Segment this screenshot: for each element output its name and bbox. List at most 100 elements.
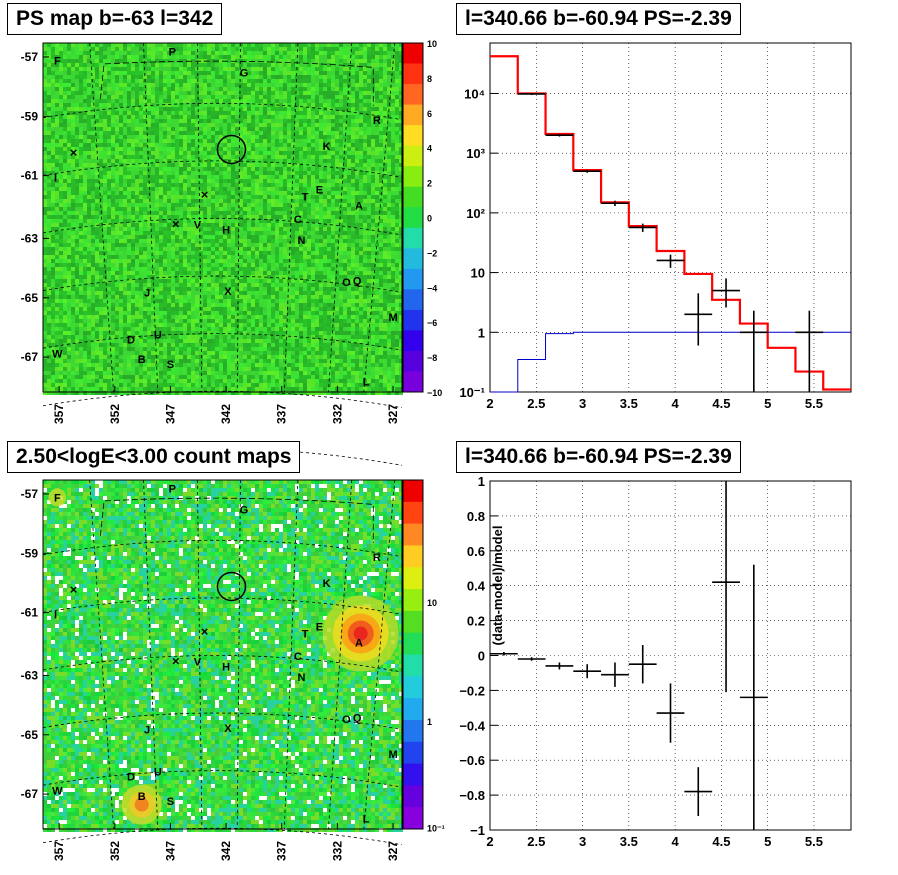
map-pixel: [63, 199, 67, 203]
map-pixel: [131, 91, 135, 95]
map-pixel: [259, 95, 263, 99]
map-pixel: [347, 47, 351, 51]
map-pixel: [155, 71, 159, 75]
map-pixel: [219, 223, 223, 227]
map-pixel: [83, 227, 87, 231]
map-pixel: [315, 127, 319, 131]
map-pixel: [143, 247, 147, 251]
map-pixel: [339, 231, 343, 235]
map-pixel: [159, 147, 163, 151]
map-pixel: [71, 231, 75, 235]
map-pixel: [91, 223, 95, 227]
map-pixel: [187, 123, 191, 127]
map-pixel: [75, 203, 79, 207]
map-pixel: [279, 143, 283, 147]
map-pixel: [67, 83, 71, 87]
map-pixel: [95, 79, 99, 83]
map-pixel: [71, 183, 75, 187]
map-pixel: [71, 203, 75, 207]
map-pixel: [251, 147, 255, 151]
map-pixel: [239, 231, 243, 235]
map-pixel: [47, 59, 51, 63]
map-pixel: [71, 219, 75, 223]
map-pixel: [379, 135, 383, 139]
map-pixel: [379, 251, 383, 255]
map-pixel: [119, 183, 123, 187]
map-pixel: [107, 175, 111, 179]
map-pixel: [359, 115, 363, 119]
map-pixel: [47, 243, 51, 247]
map-pixel: [179, 203, 183, 207]
map-pixel: [327, 259, 331, 263]
map-pixel: [179, 79, 183, 83]
map-pixel: [255, 167, 259, 171]
map-pixel: [151, 259, 155, 263]
map-pixel: [167, 59, 171, 63]
map-pixel: [367, 51, 371, 55]
map-pixel: [243, 55, 247, 59]
map-pixel: [279, 219, 283, 223]
map-pixel: [367, 55, 371, 59]
map-pixel: [211, 131, 215, 135]
map-pixel: [331, 95, 335, 99]
map-pixel: [327, 51, 331, 55]
map-pixel: [223, 91, 227, 95]
map-pixel: [299, 67, 303, 71]
map-pixel: [311, 251, 315, 255]
map-pixel: [355, 207, 359, 211]
map-pixel: [211, 67, 215, 71]
map-pixel: [195, 87, 199, 91]
map-pixel: [103, 95, 107, 99]
map-pixel: [195, 219, 199, 223]
map-pixel: [379, 179, 383, 183]
map-pixel: [103, 79, 107, 83]
map-pixel: [331, 127, 335, 131]
map-pixel: [231, 203, 235, 207]
map-pixel: [115, 235, 119, 239]
map-pixel: [207, 235, 211, 239]
map-pixel: [115, 147, 119, 151]
map-pixel: [255, 103, 259, 107]
map-pixel: [227, 235, 231, 239]
map-pixel: [167, 151, 171, 155]
map-pixel: [311, 127, 315, 131]
map-pixel: [287, 247, 291, 251]
map-pixel: [251, 95, 255, 99]
map-pixel: [263, 95, 267, 99]
map-pixel: [179, 179, 183, 183]
map-pixel: [123, 243, 127, 247]
map-pixel: [319, 163, 323, 167]
map-pixel: [111, 147, 115, 151]
map-pixel: [251, 59, 255, 63]
map-pixel: [319, 87, 323, 91]
map-pixel: [335, 63, 339, 67]
map-pixel: [127, 211, 131, 215]
map-pixel: [399, 91, 403, 95]
map-pixel: [131, 183, 135, 187]
map-pixel: [327, 83, 331, 87]
map-pixel: [119, 167, 123, 171]
map-pixel: [75, 195, 79, 199]
map-pixel: [199, 179, 203, 183]
map-pixel: [67, 175, 71, 179]
map-pixel: [351, 227, 355, 231]
map-pixel: [215, 111, 219, 115]
map-pixel: [151, 223, 155, 227]
map-pixel: [167, 75, 171, 79]
map-pixel: [303, 147, 307, 151]
map-pixel: [207, 79, 211, 83]
map-pixel: [307, 115, 311, 119]
map-pixel: [319, 219, 323, 223]
map-pixel: [379, 103, 383, 107]
map-pixel: [307, 259, 311, 263]
map-pixel: [303, 111, 307, 115]
map-pixel: [135, 43, 139, 47]
map-pixel: [339, 119, 343, 123]
map-pixel: [251, 251, 255, 255]
map-pixel: [375, 167, 379, 171]
map-pixel: [391, 219, 395, 223]
map-pixel: [299, 175, 303, 179]
map-pixel: [127, 127, 131, 131]
map-pixel: [283, 199, 287, 203]
map-pixel: [195, 123, 199, 127]
